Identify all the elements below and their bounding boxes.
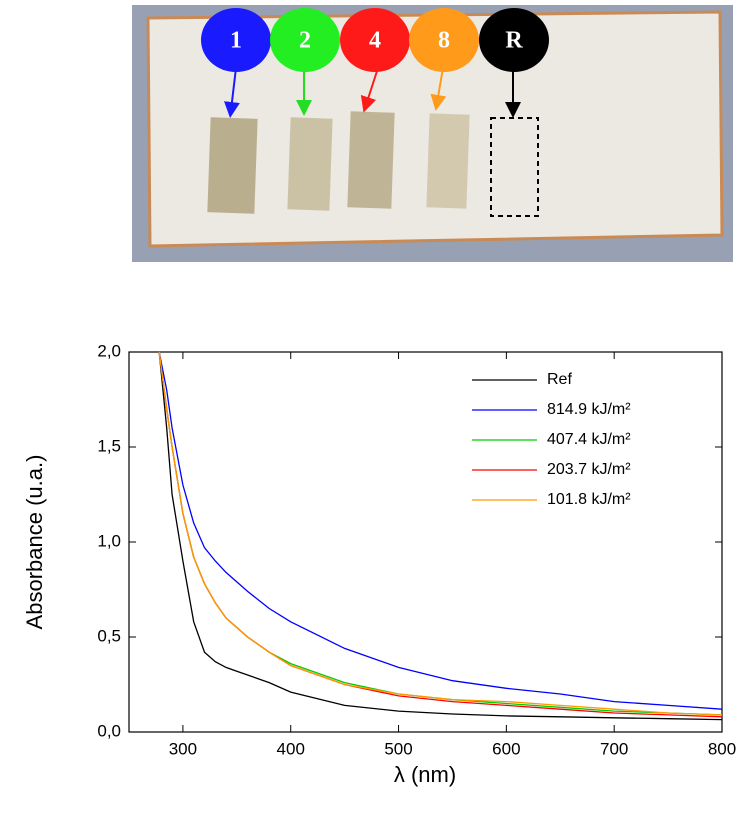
legend-label: 814.9 kJ/m²	[547, 401, 631, 418]
data-line	[158, 351, 723, 710]
arrow	[360, 67, 379, 113]
data-line	[158, 351, 723, 718]
badge-label: R	[505, 28, 523, 54]
x-tick-label: 600	[492, 739, 520, 758]
chart: λ (nm) Absorbance (u.a.) 300 400 500 600 700…	[22, 341, 736, 786]
data-line	[158, 351, 723, 716]
x-tick-label: 700	[600, 739, 628, 758]
y-tick-label: 0,0	[97, 721, 121, 740]
arrow	[430, 67, 447, 111]
badge-label: 8	[438, 28, 450, 54]
data-line	[158, 351, 723, 716]
x-tick-label: 300	[169, 739, 197, 758]
legend-label: 407.4 kJ/m²	[547, 431, 631, 448]
badge	[479, 8, 549, 72]
badge-label: 1	[230, 28, 242, 54]
y-tick-label: 0,5	[97, 626, 121, 645]
badge	[409, 8, 479, 72]
arrow	[224, 67, 240, 118]
sample-strip	[347, 111, 395, 209]
badge-label: 4	[369, 28, 381, 54]
y-tick-label: 1,0	[97, 531, 121, 550]
data-line	[158, 351, 723, 721]
sample-strip	[426, 113, 470, 209]
y-axis-title: Absorbance (u.a.)	[22, 455, 47, 630]
sample-strip	[207, 117, 258, 214]
y-tick-label: 2,0	[97, 341, 121, 360]
badge	[340, 8, 410, 72]
x-tick-label: 500	[384, 739, 412, 758]
photo: 1 2 4 8 R	[132, 5, 733, 262]
x-tick-label: 800	[708, 739, 736, 758]
y-tick-label: 1,5	[97, 436, 121, 455]
plot-frame	[128, 351, 723, 733]
sample-strip	[287, 117, 333, 211]
legend-label: Ref	[547, 371, 572, 388]
legend-label: 203.7 kJ/m²	[547, 461, 631, 478]
x-axis-title: λ (nm)	[394, 762, 456, 787]
legend-label: 101.8 kJ/m²	[547, 491, 631, 508]
x-tick-label: 400	[277, 739, 305, 758]
badge-label: 2	[299, 28, 311, 54]
badge	[270, 8, 340, 72]
badge	[201, 8, 271, 72]
